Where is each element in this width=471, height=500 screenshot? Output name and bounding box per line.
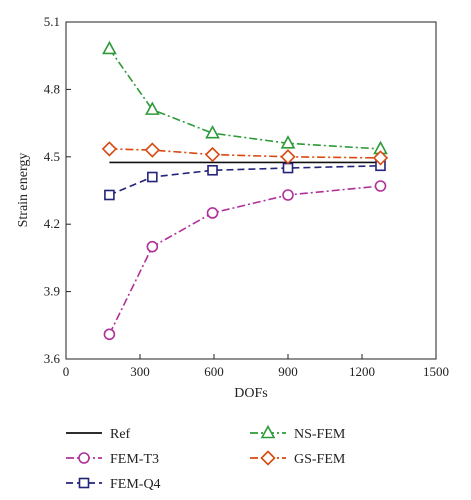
series-ns-fem-line: [108, 48, 381, 150]
legend-fem-t3-label: FEM-T3: [110, 452, 159, 467]
x-tick-label: 0: [63, 364, 70, 379]
series-gs-fem-marker: [204, 146, 221, 163]
x-tick-label: 600: [204, 364, 224, 379]
series-ns-fem-marker: [280, 135, 296, 149]
series-ns-fem-marker: [205, 125, 220, 139]
legend: Ref FEM-T3 FEM-Q4 NS-FEM GS-FEM: [66, 424, 346, 492]
y-tick-label: 4.2: [44, 216, 60, 231]
y-tick-label: 5.1: [44, 14, 60, 29]
x-tick-label: 900: [278, 364, 298, 379]
legend-gs-fem-label: GS-FEM: [294, 452, 346, 467]
series-ns-fem-marker: [144, 101, 160, 115]
series-gs-fem-marker: [144, 142, 160, 158]
series-fem-q4-marker: [207, 164, 218, 176]
series-fem-t3-marker: [103, 328, 116, 341]
series-fem-t3-marker: [146, 240, 159, 253]
series-fem-t3-marker: [282, 189, 294, 201]
y-tick-label: 4.8: [44, 81, 60, 96]
plot-frame: [65, 21, 437, 360]
y-axis-label: Strain energy: [16, 153, 31, 228]
series-gs-fem-marker: [101, 141, 118, 157]
legend-ref-label: Ref: [110, 427, 131, 442]
y-tick-label: 3.6: [44, 351, 61, 366]
series-gs-fem-marker: [372, 150, 389, 166]
series-fem-t3-line: [108, 185, 381, 335]
legend-fem-q4-marker: [78, 477, 90, 489]
x-axis-label: DOFs: [234, 386, 267, 401]
series-fem-t3-marker: [206, 207, 219, 219]
series-gs-fem-marker: [280, 149, 296, 165]
series-fem-q4-marker: [147, 171, 158, 183]
y-tick-label: 3.9: [44, 284, 60, 299]
legend-ns-fem-marker: [260, 424, 276, 439]
legend-gs-fem-marker: [260, 450, 276, 466]
series-fem-q4-marker: [282, 162, 294, 174]
y-tick-label: 4.5: [44, 149, 60, 164]
series-fem-t3-marker: [374, 180, 387, 192]
legend-ns-fem-label: NS-FEM: [294, 427, 346, 442]
series-fem-q4-marker: [104, 189, 115, 201]
x-tick-label: 300: [130, 364, 150, 379]
series-ns-fem-marker: [102, 40, 117, 55]
x-tick-label: 1200: [349, 364, 375, 379]
legend-fem-t3-marker: [78, 452, 90, 464]
x-tick-label: 1500: [423, 364, 449, 379]
series-fem-q4-line: [109, 164, 381, 196]
axis-ticks: 0 300 600 900 1200 1500 3.6 3.9 4.2 4.5 4.8 5.1: [44, 14, 449, 379]
legend-fem-q4-label: FEM-Q4: [110, 477, 161, 492]
series-layer: [101, 40, 389, 341]
